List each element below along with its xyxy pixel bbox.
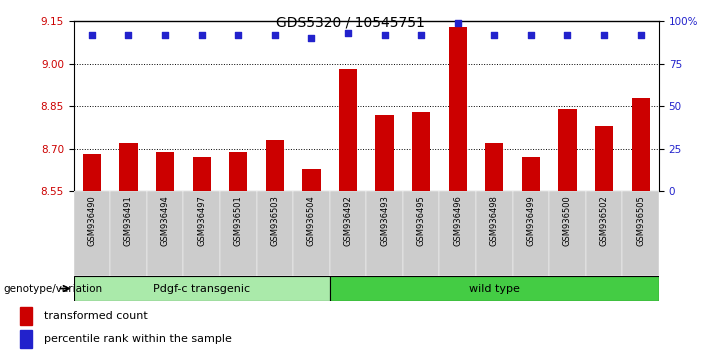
Bar xyxy=(403,191,440,276)
Point xyxy=(306,35,317,41)
Bar xyxy=(220,191,257,276)
Bar xyxy=(595,126,613,191)
Text: transformed count: transformed count xyxy=(44,311,148,321)
Point xyxy=(123,32,134,38)
Text: GDS5320 / 10545751: GDS5320 / 10545751 xyxy=(276,16,425,30)
Point xyxy=(635,32,646,38)
Text: GSM936490: GSM936490 xyxy=(88,195,97,246)
Bar xyxy=(512,191,549,276)
Bar xyxy=(329,191,366,276)
Bar xyxy=(119,143,137,191)
Bar xyxy=(558,109,577,191)
Bar xyxy=(184,191,220,276)
Bar xyxy=(412,112,430,191)
Text: Pdgf-c transgenic: Pdgf-c transgenic xyxy=(153,284,250,293)
Bar xyxy=(329,276,659,301)
Bar xyxy=(293,191,329,276)
Bar xyxy=(586,191,622,276)
Bar xyxy=(476,191,512,276)
Text: wild type: wild type xyxy=(469,284,519,293)
Bar xyxy=(266,140,284,191)
Bar xyxy=(485,143,503,191)
Bar xyxy=(549,191,586,276)
Bar xyxy=(339,69,357,191)
Text: GSM936494: GSM936494 xyxy=(161,195,170,246)
Text: GSM936505: GSM936505 xyxy=(636,195,645,246)
Text: GSM936503: GSM936503 xyxy=(271,195,279,246)
Point xyxy=(416,32,427,38)
Bar xyxy=(83,154,101,191)
Text: GSM936497: GSM936497 xyxy=(197,195,206,246)
Point xyxy=(599,32,610,38)
Point xyxy=(86,32,97,38)
Point xyxy=(562,32,573,38)
Bar xyxy=(20,307,32,325)
Text: GSM936491: GSM936491 xyxy=(124,195,133,246)
Bar xyxy=(522,157,540,191)
Text: GSM936504: GSM936504 xyxy=(307,195,316,246)
Text: GSM936493: GSM936493 xyxy=(380,195,389,246)
Text: GSM936498: GSM936498 xyxy=(490,195,499,246)
Text: genotype/variation: genotype/variation xyxy=(4,284,102,293)
Bar xyxy=(147,191,184,276)
Text: percentile rank within the sample: percentile rank within the sample xyxy=(44,334,232,344)
Bar xyxy=(74,191,110,276)
Point xyxy=(233,32,244,38)
Text: GSM936501: GSM936501 xyxy=(233,195,243,246)
Point xyxy=(159,32,170,38)
Point xyxy=(452,20,463,26)
Point xyxy=(379,32,390,38)
Bar xyxy=(74,276,329,301)
Bar xyxy=(622,191,659,276)
Bar xyxy=(449,27,467,191)
Text: GSM936499: GSM936499 xyxy=(526,195,536,246)
Bar xyxy=(229,152,247,191)
Bar xyxy=(110,191,147,276)
Point xyxy=(269,32,280,38)
Bar xyxy=(632,98,650,191)
Text: GSM936496: GSM936496 xyxy=(454,195,462,246)
Point xyxy=(196,32,207,38)
Point xyxy=(525,32,536,38)
Bar xyxy=(193,157,211,191)
Bar xyxy=(440,191,476,276)
Text: GSM936492: GSM936492 xyxy=(343,195,353,246)
Bar xyxy=(376,115,394,191)
Bar xyxy=(257,191,293,276)
Text: GSM936502: GSM936502 xyxy=(599,195,608,246)
Point xyxy=(342,30,353,36)
Bar xyxy=(366,191,403,276)
Bar xyxy=(302,169,320,191)
Bar xyxy=(20,330,32,348)
Text: GSM936495: GSM936495 xyxy=(416,195,426,246)
Point xyxy=(489,32,500,38)
Bar xyxy=(156,152,175,191)
Text: GSM936500: GSM936500 xyxy=(563,195,572,246)
